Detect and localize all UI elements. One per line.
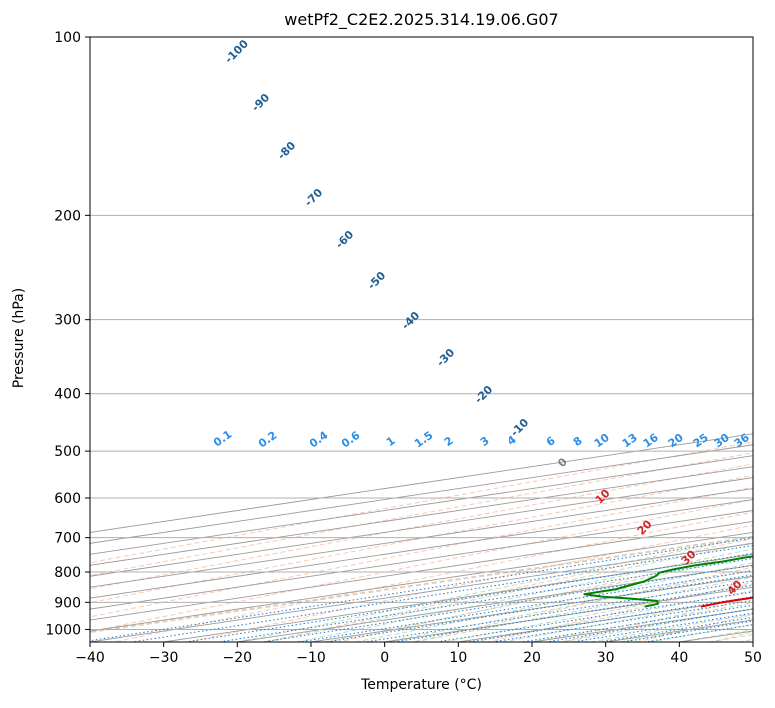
x-tick-label: 20 — [523, 650, 541, 666]
temperature-profile-line — [700, 596, 753, 608]
dry-adiabat-line — [90, 452, 753, 577]
mixing-ratio-label: 6 — [544, 434, 558, 449]
plot-frame — [89, 36, 754, 643]
isotherm-line — [90, 520, 753, 621]
mixing-ratio-label: 1 — [384, 434, 398, 449]
isotherm-line — [310, 575, 753, 642]
dry-adiabat-label: -60 — [333, 228, 356, 251]
mixing-ratio-label: 25 — [691, 431, 711, 450]
mixing-ratio-line — [185, 553, 753, 642]
y-tick-label: 200 — [54, 208, 81, 224]
dry-adiabat-line — [487, 581, 753, 642]
mixing-ratio-label: 20 — [666, 431, 686, 451]
y-tick-label: 1000 — [45, 622, 81, 638]
mixing-ratio-label: 0.6 — [339, 428, 363, 450]
moist-adiabat-line — [237, 535, 753, 642]
mixing-ratio-label: 8 — [571, 434, 585, 449]
moist-adiabat-line — [414, 576, 753, 642]
x-tick-label: 30 — [597, 650, 615, 666]
isotherm-line — [90, 510, 753, 610]
mixing-ratio-label: 13 — [620, 431, 640, 450]
x-axis-label: Temperature (°C) — [361, 677, 482, 693]
x-tick-label: −10 — [296, 650, 326, 666]
moist-adiabat-line — [355, 562, 753, 642]
moist-adiabat-line — [296, 548, 753, 642]
dry-adiabat-label: -90 — [249, 91, 272, 114]
dry-adiabat-label: -40 — [399, 309, 422, 332]
y-tick-label: 900 — [54, 595, 81, 611]
mixing-ratio-line — [326, 574, 753, 642]
moist-adiabat-label: 10 — [593, 486, 613, 506]
plot-area: -100-90-80-70-60-50-40-30-20-100.1 0.2 0.4… — [90, 37, 753, 642]
dry-adiabat-line — [113, 511, 753, 642]
y-tick-label: 700 — [54, 531, 81, 547]
y-tick-label: 600 — [54, 491, 81, 507]
isotherm-line — [90, 488, 753, 588]
x-tick-label: −40 — [75, 650, 105, 666]
y-tick-label: 400 — [54, 387, 81, 403]
mixing-ratio-label: 16 — [641, 431, 661, 451]
isotherm-line — [90, 477, 753, 577]
dry-adiabat-line — [90, 463, 753, 590]
moist-adiabat-line — [502, 596, 753, 642]
x-tick-label: 0 — [380, 650, 389, 666]
x-tick-label: 10 — [449, 650, 467, 666]
dry-adiabat-label: -80 — [275, 139, 298, 162]
isotherm-line — [90, 433, 753, 533]
y-tick-label: 300 — [54, 313, 81, 329]
moist-adiabat-line — [708, 634, 753, 642]
isotherm-line — [458, 597, 753, 642]
isotherm-line — [237, 564, 753, 642]
mixing-ratio-line — [90, 537, 753, 642]
isotherm-line — [90, 531, 753, 632]
dry-adiabat-line — [562, 597, 753, 642]
isotherm-line — [90, 444, 753, 544]
y-tick-label: 800 — [54, 565, 81, 581]
x-tick-label: −30 — [149, 650, 179, 666]
moist-adiabat-line — [561, 608, 753, 642]
mixing-ratio-line — [131, 545, 753, 642]
mixing-ratio-line — [365, 580, 753, 642]
mixing-ratio-label: 1.5 — [412, 429, 435, 451]
isotherm-line — [90, 542, 753, 642]
dry-adiabat-label: -70 — [302, 186, 325, 209]
moist-adiabat-line — [443, 583, 753, 642]
background-env-curve — [90, 535, 753, 634]
dry-adiabat-line — [90, 486, 753, 618]
moist-adiabat-line — [590, 613, 753, 642]
isotherm-line — [90, 499, 753, 599]
isotherm-line — [752, 641, 753, 642]
dry-adiabat-label: -100 — [222, 37, 251, 66]
chart-title: wetPf2_C2E2.2025.314.19.06.G07 — [284, 10, 559, 29]
moist-adiabat-line — [679, 629, 753, 642]
mixing-ratio-label: 3 — [478, 434, 492, 449]
mixing-ratio-label: 0.2 — [256, 429, 279, 451]
isotherm-line — [679, 630, 753, 642]
moist-adiabat-line — [266, 541, 753, 642]
moist-adiabat-line — [649, 623, 753, 642]
dry-adiabat-line — [90, 474, 753, 604]
moist-adiabat-label: 0 — [555, 455, 570, 470]
y-tick-label: 500 — [54, 444, 81, 460]
mixing-ratio-line — [299, 570, 753, 642]
x-tick-label: 40 — [670, 650, 688, 666]
dry-adiabat-label: -50 — [365, 269, 388, 292]
isotherm-line — [90, 455, 753, 555]
x-tick-label: 50 — [744, 650, 762, 666]
mixing-ratio-label: 0.1 — [211, 428, 234, 450]
x-tick-label: −20 — [223, 650, 253, 666]
dry-adiabat-line — [90, 441, 753, 564]
mixing-ratio-label: 2 — [442, 434, 456, 449]
dry-adiabat-line — [412, 566, 753, 642]
isotherm-line — [90, 466, 753, 566]
mixing-ratio-label: 0.4 — [307, 428, 331, 450]
mixing-ratio-label: 30 — [712, 431, 732, 451]
dry-adiabat-label: -30 — [434, 346, 457, 369]
axes: −40 −30 −20 −10 0 10 20 30 40 5010020030040050060… — [45, 30, 762, 666]
mixing-ratio-label: 10 — [592, 431, 612, 451]
y-tick-label: 100 — [54, 30, 81, 46]
dry-adiabat-label: -20 — [472, 383, 495, 406]
